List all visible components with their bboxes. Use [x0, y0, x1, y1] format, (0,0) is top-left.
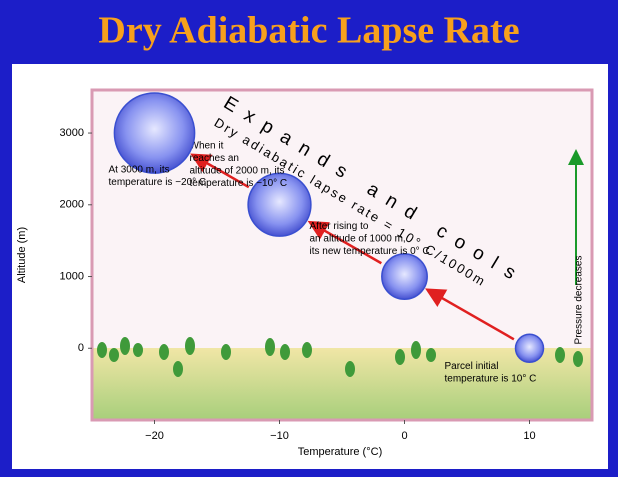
- x-tick-label: 0: [401, 430, 407, 442]
- parcel: [113, 92, 196, 174]
- parcel-label: temperature is −20° C: [109, 177, 207, 188]
- parcel-label: altitude of 2000 m, its: [190, 165, 285, 176]
- parcel: [381, 253, 428, 300]
- parcel-label: temperature is −10° C: [190, 178, 288, 189]
- parcel-label: After rising to: [310, 221, 369, 232]
- x-tick-label: −20: [145, 430, 164, 442]
- x-tick-label: 10: [523, 430, 535, 442]
- parcel-label: temperature is 10° C: [445, 373, 537, 384]
- parcel-label: reaches an: [190, 153, 239, 164]
- y-tick-label: 1000: [60, 270, 84, 282]
- parcel: [514, 333, 545, 364]
- rise-arrow: [425, 288, 515, 341]
- y-tick-label: 0: [78, 342, 84, 354]
- y-axis-label: Altitude (m): [16, 227, 28, 283]
- parcel-label: Parcel initial: [445, 361, 499, 372]
- parcel-label: At 3000 m, its: [109, 165, 170, 176]
- parcel-label: When it: [190, 140, 224, 151]
- annotation-pressure: Pressure decreases: [574, 256, 585, 345]
- x-axis-label: Temperature (°C): [298, 446, 382, 458]
- rise-arrow: [307, 220, 382, 265]
- parcel-label: its new temperature is 0° C: [310, 246, 430, 257]
- ground: [93, 348, 591, 419]
- x-tick-label: −10: [270, 430, 289, 442]
- trees: [97, 337, 583, 377]
- chart-title: Dry Adiabatic Lapse Rate: [98, 10, 519, 52]
- parcel: [247, 172, 312, 237]
- rise-arrow: [190, 153, 250, 189]
- y-tick-label: 2000: [60, 199, 84, 211]
- y-tick-label: 3000: [60, 127, 84, 139]
- parcel-label: an altitude of 1000 m,: [310, 234, 406, 245]
